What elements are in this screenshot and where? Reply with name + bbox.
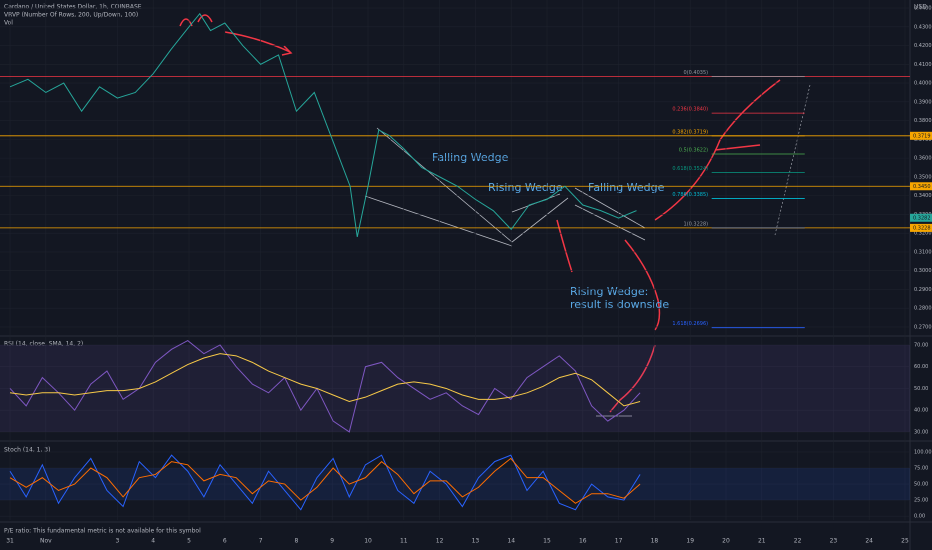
y-tick-label: 50.00 (914, 482, 928, 488)
price-badge-label: 0.3228 (913, 225, 931, 231)
x-tick-label: 7 (259, 538, 263, 545)
fib-label: 0.618(0.3524) (672, 166, 708, 172)
x-tick-label: 22 (794, 538, 802, 545)
y-tick-label: 0.3200 (914, 231, 932, 237)
y-tick-label: 0.3500 (914, 174, 932, 180)
y-tick-label: 0.4000 (914, 81, 932, 87)
y-tick-label: 100.00 (914, 449, 932, 455)
fib-label: 1(0.3228) (684, 221, 709, 227)
x-tick-label: 18 (651, 538, 659, 545)
y-tick-label: 0.3000 (914, 268, 932, 274)
y-tick-label: 0.00 (914, 514, 925, 520)
x-tick-label: 16 (579, 538, 587, 545)
x-tick-label: 19 (686, 538, 694, 545)
fib-label: 0.5(0.3622) (679, 147, 708, 153)
y-tick-label: 40.00 (914, 408, 928, 414)
y-tick-label: 0.3800 (914, 118, 932, 124)
x-tick-label: 3 (116, 538, 120, 545)
price-badge-label: 0.3282 (913, 215, 931, 221)
fib-label: 0.382(0.3719) (672, 129, 708, 135)
x-tick-label: 23 (830, 538, 838, 545)
y-tick-label: 0.2700 (914, 324, 932, 330)
symbol-title: Cardano / United States Dollar, 1h, COIN… (4, 4, 142, 11)
x-tick-label: 25 (901, 538, 909, 545)
fib-label: 0.236(0.3840) (672, 107, 708, 113)
price-badge-label: 0.3719 (913, 133, 931, 139)
x-tick-label: 20 (722, 538, 730, 545)
y-tick-label: 0.3700 (914, 137, 932, 143)
price-badge-label: 0.3450 (913, 184, 931, 190)
x-tick-label: 9 (330, 538, 334, 545)
annotation: result is downside (570, 298, 669, 311)
fib-label: 0.786(0.3385) (672, 192, 708, 198)
y-tick-label: 50.00 (914, 386, 928, 392)
fib-label: 1.618(0.2696) (672, 321, 708, 327)
y-tick-label: 0.2800 (914, 306, 932, 312)
y-tick-label: 0.4100 (914, 62, 932, 68)
annotation: Rising Wedge (488, 181, 563, 194)
y-tick-label: 70.00 (914, 342, 928, 348)
y-tick-label: 0.4400 (914, 6, 932, 12)
indicator-line (9, 457, 641, 504)
y-tick-label: 0.4200 (914, 43, 932, 49)
x-tick-label: 13 (472, 538, 480, 545)
rsi-title: RSI (14, close, SMA, 14, 2) (4, 341, 83, 348)
y-tick-label: 0.2900 (914, 287, 932, 293)
annotation: Falling Wedge (588, 181, 665, 194)
fib-label: 0(0.4035) (684, 70, 709, 76)
y-tick-label: 0.3100 (914, 249, 932, 255)
price-badge (910, 223, 932, 232)
x-tick-label: 10 (364, 538, 372, 545)
y-tick-label: 60.00 (914, 364, 928, 370)
y-tick-label: 75.00 (914, 466, 928, 472)
x-tick-label: 8 (294, 538, 298, 545)
x-tick-label: 4 (151, 538, 155, 545)
x-tick-label: 6 (223, 538, 227, 545)
annotation: Rising Wedge: (570, 285, 648, 298)
indicator-line (9, 353, 641, 407)
price-badge (910, 131, 932, 140)
y-tick-label: 0.3600 (914, 156, 932, 162)
price-badge (910, 213, 932, 222)
x-tick-label: 21 (758, 538, 766, 545)
y-tick-label: 25.00 (914, 498, 928, 504)
x-tick-label: 11 (400, 538, 408, 545)
x-tick-label: Nov (40, 538, 52, 545)
x-tick-label: 31 (6, 538, 14, 545)
price-line (9, 12, 637, 238)
price-badge (910, 182, 932, 191)
stoch-title: Stoch (14, 1, 3) (4, 447, 50, 454)
indicator-line (9, 454, 641, 511)
vol-title: Vol (4, 20, 13, 27)
currency: USD (914, 4, 927, 11)
y-tick-label: 0.3400 (914, 193, 932, 199)
rsi-band (0, 344, 910, 432)
footer: P/E ratio: This fundamental metric is no… (4, 528, 201, 535)
indicator-line (9, 340, 641, 433)
x-tick-label: 15 (543, 538, 551, 545)
x-tick-label: 24 (865, 538, 873, 545)
x-tick-label: 14 (507, 538, 515, 545)
x-tick-label: 17 (615, 538, 623, 545)
vrvp-title: VRVP (Number Of Rows, 200, Up/Down, 100) (4, 12, 138, 19)
y-tick-label: 30.00 (914, 429, 928, 435)
annotation: Falling Wedge (432, 151, 509, 164)
y-tick-label: 0.4300 (914, 24, 932, 30)
stoch-band (0, 468, 910, 501)
y-tick-label: 0.3900 (914, 99, 932, 105)
x-tick-label: 12 (436, 538, 444, 545)
x-tick-label: 5 (187, 538, 191, 545)
